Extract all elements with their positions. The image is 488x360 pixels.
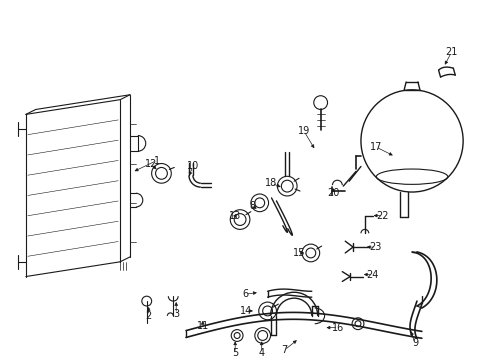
Text: 17: 17 <box>369 142 381 152</box>
Text: 9: 9 <box>411 338 417 348</box>
Text: 15: 15 <box>292 248 305 258</box>
Text: 24: 24 <box>366 270 378 280</box>
Text: 22: 22 <box>376 211 388 221</box>
Text: 10: 10 <box>186 162 199 171</box>
Text: 5: 5 <box>232 348 238 358</box>
Text: 4: 4 <box>258 348 264 358</box>
Text: 21: 21 <box>444 48 457 58</box>
Text: 8: 8 <box>249 201 255 211</box>
Text: 12: 12 <box>144 158 157 168</box>
Text: 20: 20 <box>326 188 339 198</box>
Text: 1: 1 <box>153 156 159 166</box>
Text: 19: 19 <box>297 126 309 136</box>
Text: 11: 11 <box>196 321 208 331</box>
Text: 18: 18 <box>265 178 277 188</box>
Text: 13: 13 <box>228 211 241 221</box>
Text: 16: 16 <box>331 323 344 333</box>
Text: 3: 3 <box>173 309 179 319</box>
Text: 23: 23 <box>369 242 381 252</box>
Text: 7: 7 <box>281 345 287 355</box>
Text: 2: 2 <box>145 311 151 321</box>
Text: 14: 14 <box>239 306 252 316</box>
Text: 6: 6 <box>242 289 247 299</box>
